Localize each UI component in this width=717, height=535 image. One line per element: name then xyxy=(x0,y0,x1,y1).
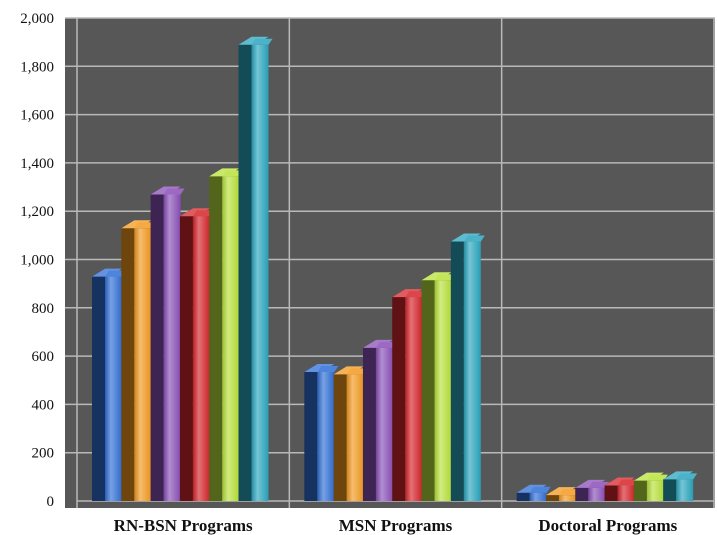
bar-front xyxy=(405,297,423,501)
y-tick-label: 1,800 xyxy=(20,59,54,75)
bar-side xyxy=(304,363,318,501)
bar-front xyxy=(588,487,606,501)
bar-front xyxy=(317,371,335,501)
bar-side xyxy=(421,272,435,501)
bar-cap xyxy=(346,368,368,375)
bar-side xyxy=(121,220,135,501)
bar xyxy=(150,186,185,501)
bar-front xyxy=(105,276,122,501)
bar-front xyxy=(222,176,240,502)
bar-cap xyxy=(529,486,551,493)
bar xyxy=(304,363,339,501)
bar xyxy=(179,208,214,501)
y-tick-label: 2,000 xyxy=(20,11,54,27)
bar-cap xyxy=(134,222,156,229)
bar xyxy=(209,168,244,502)
x-category-label: MSN Programs xyxy=(339,516,453,535)
bar xyxy=(633,472,668,501)
y-tick-label: 1,400 xyxy=(20,156,54,172)
bar-front xyxy=(192,216,210,501)
bar-front xyxy=(463,241,481,501)
bar xyxy=(362,339,397,501)
bar-side xyxy=(333,366,347,501)
x-axis-category-labels: RN-BSN Programs MSN Programs Doctoral Prog… xyxy=(114,516,678,535)
bar-cap xyxy=(163,188,185,195)
bar-front xyxy=(646,480,664,501)
bar-front xyxy=(617,485,635,501)
bar-cap xyxy=(676,473,698,480)
x-category-label: Doctoral Programs xyxy=(538,516,677,535)
bar xyxy=(421,272,456,501)
bar-front xyxy=(529,492,547,501)
bar xyxy=(121,220,156,501)
y-tick-label: 0 xyxy=(47,494,55,510)
bar xyxy=(92,268,126,501)
bar-cap xyxy=(105,270,126,277)
bar-cap xyxy=(558,489,580,496)
bar-side xyxy=(392,289,406,501)
bar-side xyxy=(150,186,164,501)
bar-side xyxy=(450,233,464,501)
y-tick-label: 1,600 xyxy=(20,108,54,124)
bar xyxy=(545,487,580,501)
bar-front xyxy=(558,495,576,501)
bar-front xyxy=(134,228,152,501)
bar xyxy=(450,233,485,501)
y-tick-label: 1,000 xyxy=(20,253,54,269)
bar xyxy=(238,36,273,502)
bar-cap xyxy=(588,481,610,488)
bar-front xyxy=(375,347,393,501)
bar-front xyxy=(251,44,269,502)
bar-cap xyxy=(375,341,397,348)
bar-cap xyxy=(251,38,273,45)
bar xyxy=(333,366,368,501)
bar-cap xyxy=(434,274,456,281)
bar xyxy=(604,477,639,501)
y-tick-label: 1,200 xyxy=(20,204,54,220)
bar-cap xyxy=(463,235,485,242)
bar xyxy=(663,471,698,501)
bar xyxy=(392,289,427,501)
bar-side xyxy=(238,36,252,502)
bar-front xyxy=(434,280,452,501)
bar-cap xyxy=(317,365,339,372)
bar-cap xyxy=(617,479,639,486)
bar-front xyxy=(163,194,181,501)
bar-cap xyxy=(405,291,427,298)
bar-cap xyxy=(192,210,214,217)
bar-cap xyxy=(646,474,668,481)
y-tick-label: 600 xyxy=(32,349,55,365)
y-tick-label: 200 xyxy=(32,446,55,462)
bars xyxy=(92,36,698,502)
bar-side xyxy=(209,168,223,502)
bar xyxy=(575,479,610,501)
x-category-label: RN-BSN Programs xyxy=(114,516,253,535)
bar-side xyxy=(92,268,105,501)
bar-front xyxy=(676,479,694,501)
y-tick-label: 800 xyxy=(32,301,55,317)
bar-side xyxy=(179,208,193,501)
bar xyxy=(516,484,551,501)
y-tick-label: 400 xyxy=(32,397,55,413)
bar-side xyxy=(362,339,376,501)
bar-front xyxy=(346,374,364,501)
y-axis-tick-labels: 0 200 400 600 800 1,000 1,200 1,400 1,600 1,800 2,… xyxy=(20,11,54,510)
bar-cap xyxy=(222,170,244,177)
